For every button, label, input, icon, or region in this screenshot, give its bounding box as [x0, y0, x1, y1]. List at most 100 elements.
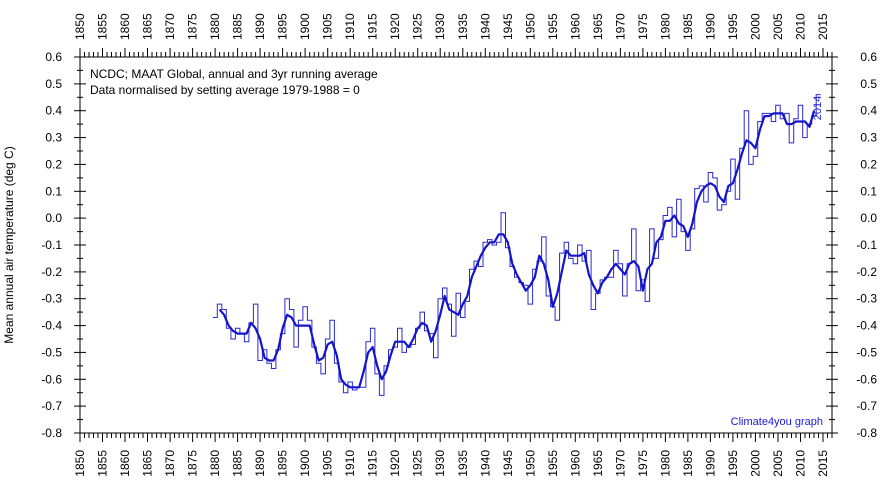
x-tick-label-top: 1945 [501, 13, 515, 40]
x-tick-label-top: 1920 [388, 13, 402, 40]
x-tick-label-bottom: 1875 [186, 450, 200, 477]
x-tick-label-top: 2010 [794, 13, 808, 40]
y-axis-right-labels: 0.6 0.5 0.4 0.3 0.2 0.1 0.0 -0.1 -0.2 -0.3 -0.4 -0.… [856, 50, 877, 440]
x-tick-label-top: 2000 [748, 13, 762, 40]
x-tick-label-top: 2015 [816, 13, 830, 40]
x-tick-label-bottom: 1985 [681, 450, 695, 477]
x-tick-label-top: 1930 [433, 13, 447, 40]
x-tick-label-bottom: 1885 [231, 450, 245, 477]
y-tick-label-left: 0.5 [45, 77, 62, 91]
last-year-label: 2014 [812, 96, 824, 120]
x-tick-label-top: 1885 [231, 13, 245, 40]
x-tick-label-bottom: 1965 [591, 450, 605, 477]
x-tick-label-top: 1990 [703, 13, 717, 40]
x-tick-label-top: 1895 [276, 13, 290, 40]
x-tick-label-bottom: 2015 [816, 450, 830, 477]
x-axis-top-labels: 1850 1855 1860 1865 1870 1875 1880 1885 1890 1895… [73, 13, 830, 40]
x-tick-label-bottom: 1955 [546, 450, 560, 477]
chart-title-line1: NCDC; MAAT Global, annual and 3yr runnin… [90, 67, 378, 81]
x-tick-label-bottom: 1890 [253, 450, 267, 477]
x-tick-label-bottom: 1860 [118, 450, 132, 477]
y-tick-label-left: -0.4 [41, 319, 62, 333]
x-tick-label-top: 1905 [321, 13, 335, 40]
x-tick-label-top: 1865 [141, 13, 155, 40]
x-tick-label-top: 1975 [636, 13, 650, 40]
x-tick-label-top: 1940 [478, 13, 492, 40]
x-tick-label-top: 1980 [658, 13, 672, 40]
y-tick-label-left: 0.3 [45, 131, 62, 145]
credit-label: Climate4you graph [731, 416, 823, 428]
x-tick-label-bottom: 1950 [523, 450, 537, 477]
x-tick-label-bottom: 1980 [658, 450, 672, 477]
x-tick-label-top: 1935 [456, 13, 470, 40]
x-tick-label-bottom: 1995 [726, 450, 740, 477]
y-tick-label-right: -0.3 [856, 292, 877, 306]
y-tick-label-left: -0.8 [41, 426, 62, 440]
y-tick-label-left: -0.2 [41, 265, 62, 279]
x-tick-label-bottom: 2000 [748, 450, 762, 477]
y-tick-label-right: -0.1 [856, 238, 877, 252]
x-tick-label-top: 1870 [163, 13, 177, 40]
y-tick-label-right: 0.6 [860, 50, 877, 64]
x-tick-label-bottom: 1910 [343, 450, 357, 477]
x-tick-label-top: 1875 [186, 13, 200, 40]
y-tick-label-right: -0.4 [856, 319, 877, 333]
x-tick-label-bottom: 1895 [276, 450, 290, 477]
y-tick-label-left: -0.7 [41, 399, 62, 413]
axis-ticks [74, 48, 838, 442]
y-tick-label-left: -0.1 [41, 238, 62, 252]
chart-title-line2: Data normalised by setting average 1979-… [90, 83, 360, 97]
x-tick-label-top: 1955 [546, 13, 560, 40]
x-tick-label-top: 2005 [771, 13, 785, 40]
x-tick-label-bottom: 1945 [501, 450, 515, 477]
y-tick-label-right: 0.2 [860, 157, 877, 171]
x-tick-label-bottom: 1850 [73, 450, 87, 477]
running-average-line [218, 110, 816, 389]
y-tick-label-left: 0.2 [45, 157, 62, 171]
y-tick-label-left: 0.0 [45, 211, 62, 225]
y-tick-label-right: 0.4 [860, 104, 877, 118]
y-tick-label-left: -0.3 [41, 292, 62, 306]
x-tick-label-top: 1925 [411, 13, 425, 40]
x-tick-label-top: 1915 [366, 13, 380, 40]
x-tick-label-bottom: 1960 [568, 450, 582, 477]
x-tick-label-top: 1860 [118, 13, 132, 40]
x-tick-label-top: 1950 [523, 13, 537, 40]
x-tick-label-bottom: 1905 [321, 450, 335, 477]
y-tick-label-left: 0.6 [45, 50, 62, 64]
y-tick-label-right: 0.5 [860, 77, 877, 91]
x-tick-label-bottom: 1940 [478, 450, 492, 477]
annual-series-step-line [212, 94, 821, 396]
x-tick-label-top: 1960 [568, 13, 582, 40]
x-tick-label-bottom: 1920 [388, 450, 402, 477]
x-tick-label-top: 1880 [208, 13, 222, 40]
y-tick-label-left: -0.6 [41, 372, 62, 386]
x-tick-label-bottom: 1900 [298, 450, 312, 477]
y-tick-label-right: 0.0 [860, 211, 877, 225]
y-tick-label-right: -0.8 [856, 426, 877, 440]
x-tick-label-bottom: 1870 [163, 450, 177, 477]
x-tick-label-bottom: 2010 [794, 450, 808, 477]
y-tick-label-right: -0.7 [856, 399, 877, 413]
x-tick-label-bottom: 1970 [613, 450, 627, 477]
x-tick-label-bottom: 1930 [433, 450, 447, 477]
y-tick-label-right: -0.6 [856, 372, 877, 386]
y-tick-label-right: -0.5 [856, 345, 877, 359]
y-tick-label-left: -0.5 [41, 345, 62, 359]
x-tick-label-top: 1850 [73, 13, 87, 40]
x-tick-label-bottom: 1880 [208, 450, 222, 477]
x-tick-label-top: 1890 [253, 13, 267, 40]
x-tick-label-top: 1900 [298, 13, 312, 40]
x-tick-label-bottom: 2005 [771, 450, 785, 477]
y-tick-label-right: 0.3 [860, 131, 877, 145]
y-tick-label-right: -0.2 [856, 265, 877, 279]
x-tick-label-top: 1965 [591, 13, 605, 40]
y-axis-left-labels: 0.6 0.5 0.4 0.3 0.2 0.1 0.0 -0.1 -0.2 -0.3 -0.4 -0.… [41, 50, 62, 440]
x-axis-bottom-labels: 1850 1855 1860 1865 1870 1875 1880 1885 1890 1895… [73, 450, 830, 477]
x-tick-label-top: 1910 [343, 13, 357, 40]
plot-frame [79, 56, 833, 434]
x-tick-label-top: 1995 [726, 13, 740, 40]
x-tick-label-bottom: 1925 [411, 450, 425, 477]
y-tick-label-left: 0.4 [45, 104, 62, 118]
